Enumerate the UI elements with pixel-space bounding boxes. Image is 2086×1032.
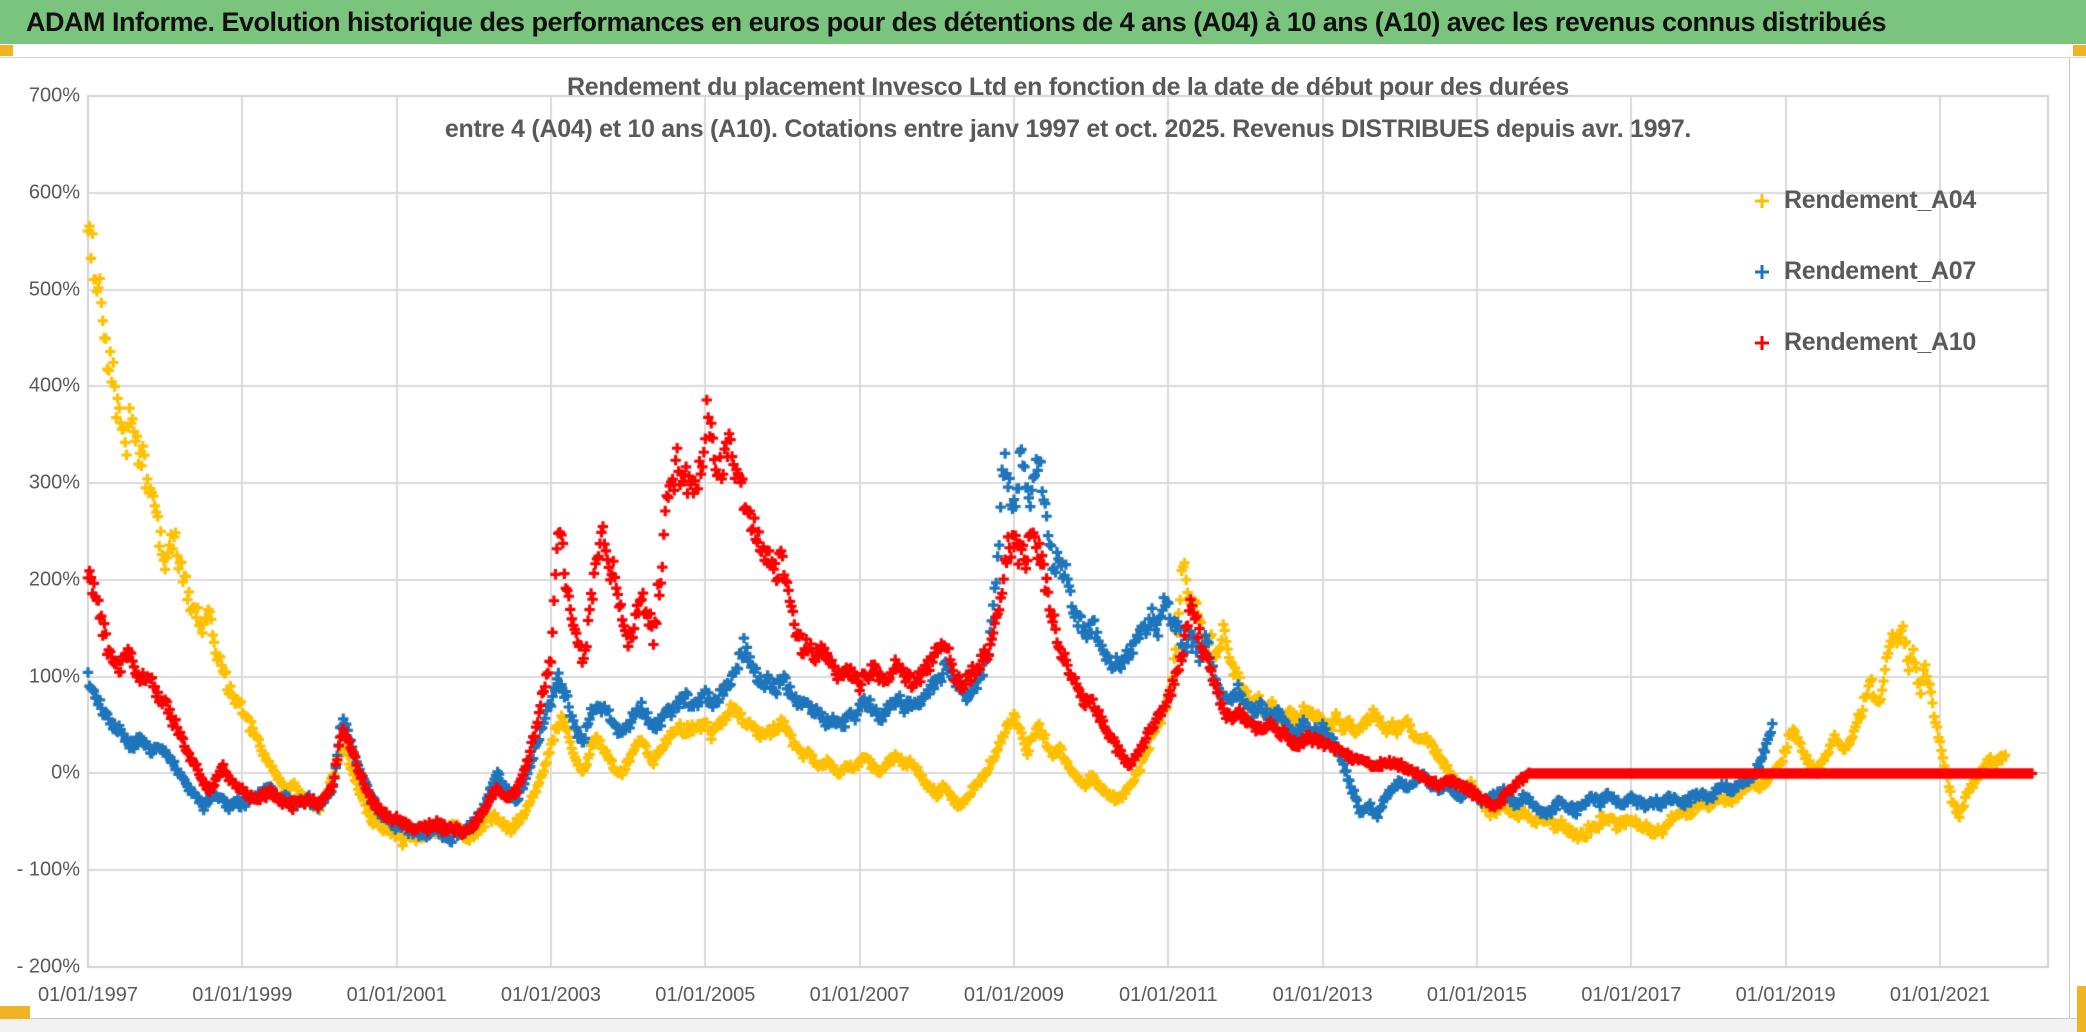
x-tick-label: 01/01/2007: [809, 984, 910, 1006]
x-tick-label: 01/01/2009: [963, 984, 1065, 1006]
x-tick-label: 01/01/1997: [37, 984, 139, 1006]
chart-title: Rendement du placement Invesco Ltd en fo…: [98, 66, 2038, 150]
y-tick-label: 500%: [28, 278, 80, 301]
yellow-cell-accent-bottom-left: [0, 1006, 30, 1019]
legend-item-rendement_a10[interactable]: Rendement_A10: [1752, 328, 1976, 357]
x-tick-label: 01/01/2005: [655, 984, 756, 1006]
x-tick-label: 01/01/2021: [1889, 984, 1990, 1006]
plus-marker-icon: [1755, 335, 1769, 350]
chart-object-right-border: [2069, 57, 2070, 1018]
legend-item-rendement_a04[interactable]: Rendement_A04: [1752, 186, 1976, 215]
yellow-cell-accent-bottom-right: [2077, 986, 2086, 1032]
legend-item-rendement_a07[interactable]: Rendement_A07: [1752, 257, 1976, 286]
legend-label: Rendement_A10: [1784, 328, 1976, 356]
x-tick-label: 01/01/2019: [1735, 984, 1836, 1006]
y-tick-label: 100%: [28, 665, 80, 688]
y-tick-label: - 100%: [16, 858, 80, 881]
y-tick-label: 0%: [51, 761, 80, 784]
chart-legend: Rendement_A04 Rendement_A07 Rendement_A10: [1752, 186, 1976, 357]
x-tick-label: 01/01/2013: [1272, 984, 1373, 1006]
y-tick-label: 400%: [28, 374, 80, 397]
plus-marker-icon: [1755, 264, 1769, 279]
x-tick-label: 01/01/2015: [1426, 984, 1528, 1006]
legend-label: Rendement_A04: [1784, 186, 1976, 214]
x-tick-label: 01/01/2017: [1581, 984, 1682, 1006]
chart-title-line2: entre 4 (A04) et 10 ans (A10). Cotations…: [444, 115, 1692, 143]
x-tick-label: 01/01/2001: [346, 984, 447, 1006]
y-tick-label: 700%: [28, 84, 80, 107]
legend-label: Rendement_A07: [1784, 257, 1976, 285]
bottom-strip: [0, 1006, 2086, 1032]
x-tick-label: 01/01/1999: [192, 984, 293, 1006]
chart-title-line1: Rendement du placement Invesco Ltd en fo…: [567, 73, 1569, 101]
y-tick-label: 200%: [28, 568, 80, 591]
y-tick-label: 600%: [28, 181, 80, 204]
x-tick-label: 01/01/2003: [500, 984, 602, 1006]
x-tick-label: 01/01/2011: [1119, 984, 1218, 1006]
y-tick-label: 300%: [28, 471, 80, 494]
y-tick-label: - 200%: [16, 955, 80, 978]
plus-marker-icon: [1755, 193, 1769, 208]
